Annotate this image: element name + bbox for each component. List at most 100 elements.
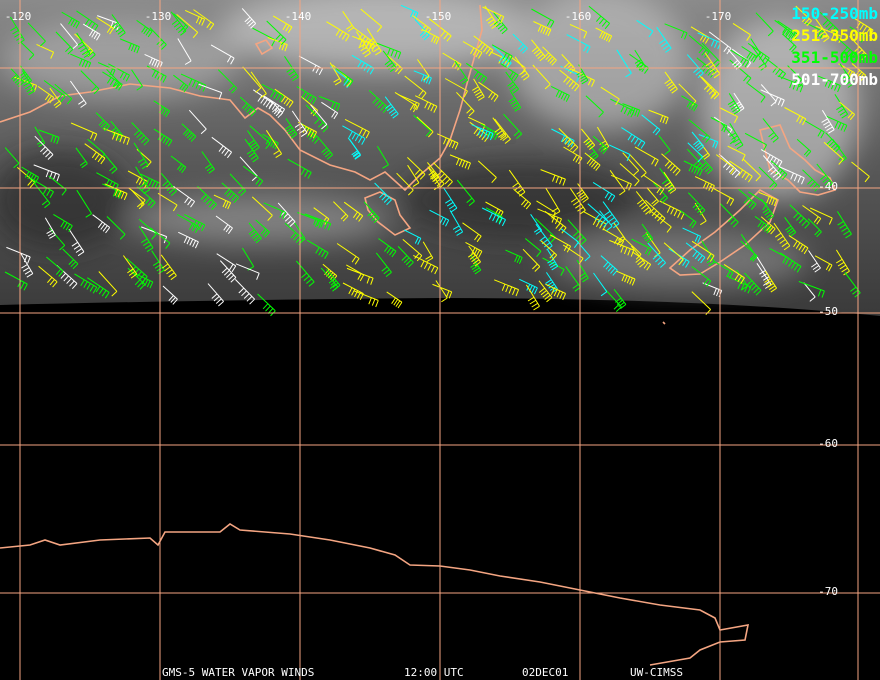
wind-barb: [400, 4, 419, 20]
wind-barb: [21, 70, 35, 96]
wind-barb: [758, 191, 778, 207]
wind-barb: [754, 215, 772, 234]
wind-barb: [126, 258, 148, 283]
wind-barb: [20, 41, 35, 61]
wind-barb: [29, 177, 54, 198]
wind-barb: [296, 260, 315, 287]
wind-barb: [550, 85, 570, 102]
wind-barb: [82, 23, 101, 41]
wind-barb: [75, 147, 88, 169]
wind-barb: [789, 204, 810, 229]
wind-barb: [207, 283, 224, 307]
wind-barb: [267, 37, 288, 52]
wind-barb: [342, 282, 364, 301]
wind-barb: [537, 208, 562, 226]
wind-barb: [491, 44, 513, 63]
wind-barb: [76, 189, 93, 218]
wind-barb: [522, 248, 541, 272]
wind-barb: [416, 116, 434, 138]
wind-barb: [836, 37, 856, 60]
wind-barb: [274, 88, 294, 108]
wind-barb: [471, 124, 494, 141]
wind-barb: [760, 149, 783, 168]
wind-barb: [92, 214, 111, 234]
wind-barb: [850, 15, 874, 37]
wind-barb: [663, 171, 677, 194]
wind-barb: [242, 165, 264, 187]
wind-barb: [44, 217, 56, 239]
wind-barb: [284, 118, 298, 139]
grid-labels: -120 -130 -140 -150 -160 -170 -40 -50 -60 -70: [5, 10, 838, 598]
wind-barb: [242, 66, 262, 93]
wind-barb: [74, 273, 98, 294]
wind-barb: [432, 283, 453, 299]
wind-barb: [106, 216, 126, 240]
wind-barb: [36, 43, 55, 59]
wind-barb: [576, 259, 589, 283]
wind-barb: [630, 245, 646, 268]
wind-barb: [375, 252, 392, 277]
wind-barb: [297, 212, 322, 229]
wind-barb: [619, 163, 640, 187]
wind-barb: [513, 188, 532, 210]
wind-barb: [688, 119, 711, 143]
wind-barb: [733, 92, 745, 113]
wind-barb: [694, 202, 707, 226]
wind-barb: [246, 130, 260, 152]
wind-barb: [781, 33, 797, 53]
wind-barb: [538, 280, 553, 303]
wind-barb: [616, 270, 636, 286]
wind-barb: [412, 15, 432, 35]
wind-barb: [10, 68, 25, 88]
footer-date: 02DEC01: [522, 666, 568, 679]
wind-barb: [656, 26, 672, 53]
wind-barb: [170, 11, 187, 36]
wind-barb: [836, 211, 852, 239]
wind-barb: [318, 138, 333, 160]
wind-barb: [211, 136, 232, 159]
wind-barb: [296, 86, 317, 105]
wind-barb: [738, 188, 757, 210]
wind-barb: [462, 41, 483, 59]
wind-barb: [726, 275, 752, 294]
wind-barb: [851, 63, 867, 81]
wind-barb: [809, 207, 833, 225]
wind-barb: [585, 95, 604, 118]
wind-barb: [519, 278, 538, 295]
wind-barb: [173, 185, 196, 208]
wind-barb: [744, 132, 768, 152]
wind-barb: [363, 201, 380, 224]
wind-barb: [821, 110, 835, 134]
wind-barb: [456, 91, 475, 117]
wind-barb: [468, 245, 482, 267]
wind-barb: [740, 240, 758, 262]
wind-barb: [802, 205, 822, 225]
wind-barb: [595, 27, 613, 43]
wind-barb: [558, 128, 579, 153]
wind-barb: [177, 38, 192, 65]
wind-barb: [816, 163, 833, 189]
wind-barb: [76, 10, 99, 32]
wind-barb: [492, 117, 507, 141]
wind-barb: [98, 271, 118, 297]
legend-entry: 501-700mb: [791, 70, 878, 89]
wind-barb: [661, 153, 681, 176]
wind-barb: [136, 186, 156, 209]
wind-barb: [542, 46, 557, 66]
wind-barb: [297, 121, 318, 139]
wind-barb: [444, 78, 468, 98]
wind-barb: [261, 83, 284, 103]
wind-barb: [559, 69, 580, 92]
wind-barb: [807, 218, 822, 238]
wind-barb: [485, 201, 504, 219]
wind-barb: [613, 288, 627, 310]
wind-barb: [61, 11, 80, 29]
wind-barb: [585, 140, 599, 161]
wind-barb: [604, 289, 622, 312]
wind-barb: [729, 123, 744, 150]
wind-barb: [839, 63, 855, 88]
wind-barb: [138, 226, 154, 253]
wind-barb: [70, 53, 92, 70]
wind-barb: [111, 14, 126, 38]
wind-barb: [762, 155, 782, 181]
